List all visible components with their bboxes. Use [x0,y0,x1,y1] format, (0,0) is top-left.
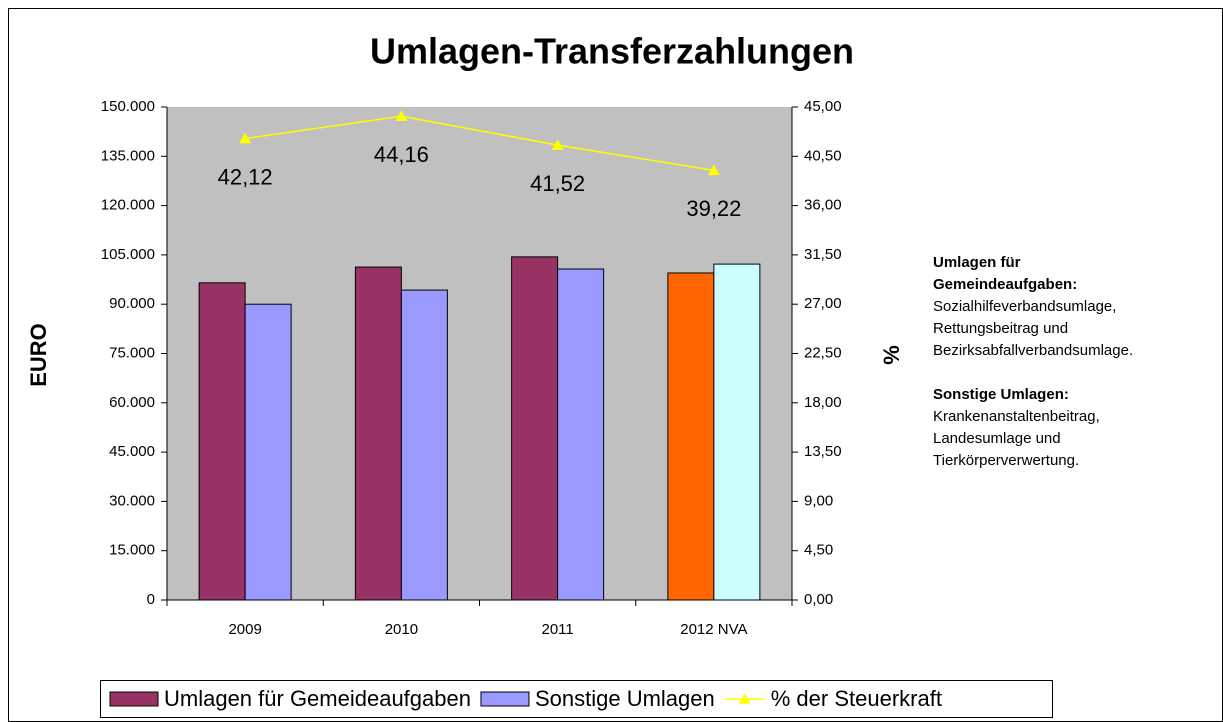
legend-label: % der Steuerkraft [771,686,942,711]
annotation-text: Sozialhilfeverbandsumlage, [933,298,1116,315]
legend-marker [738,693,751,704]
y-tick-label: 60.000 [109,394,155,411]
line-marker [239,132,252,144]
annotation-title: Gemeindeaufgaben: [933,276,1077,293]
x-tick-label: 2009 [228,621,261,638]
y2-tick-label: 4,50 [804,542,833,559]
legend-swatch [480,691,530,707]
y-tick-label: 135.000 [101,147,155,164]
legend-swatch [109,691,159,707]
x-tick-label: 2010 [385,621,418,638]
y2-axis-label: % [879,345,904,365]
line-marker [395,110,408,122]
bar [511,256,559,601]
data-label: 39,22 [686,196,741,221]
annotation-title: Umlagen für [933,254,1021,271]
y2-tick-label: 45,00 [804,98,842,115]
y-tick-label: 15.000 [109,542,155,559]
y-tick-label: 0 [147,591,155,608]
data-label: 44,16 [374,142,429,167]
y2-tick-label: 36,00 [804,197,842,214]
bar [713,263,761,601]
annotation-text: Rettungsbeitrag und [933,320,1068,337]
y2-tick-label: 27,00 [804,295,842,312]
bar [667,272,715,601]
x-tick-label: 2011 [541,621,573,638]
y2-tick-label: 31,50 [804,246,842,263]
y-tick-label: 150.000 [101,98,155,115]
legend-box [100,680,1053,718]
annotation-text: Bezirksabfallverbandsumlage. [933,342,1133,359]
annotation-title: Sonstige Umlagen: [933,386,1069,403]
y-tick-label: 30.000 [109,492,155,509]
legend-label: Umlagen für Gemeideaufgaben [164,686,471,711]
y-tick-label: 120.000 [101,197,155,214]
data-label: 41,52 [530,171,585,196]
y2-tick-label: 9,00 [804,492,833,509]
y-tick-label: 75.000 [109,344,155,361]
legend: Umlagen für Gemeideaufgaben Sonstige Umla… [100,680,1053,718]
y-tick-label: 105.000 [101,246,155,263]
chart-title: Umlagen-Transferzahlungen [370,31,854,72]
annotation-text: Tierkörperverwertung. [933,452,1079,469]
y2-tick-label: 18,00 [804,394,842,411]
annotation-text: Krankenanstaltenbeitrag, [933,408,1100,425]
y2-tick-label: 0,00 [804,591,833,608]
y2-tick-label: 13,50 [804,443,842,460]
line-series [245,115,714,172]
y2-tick-label: 40,50 [804,147,842,164]
y-axis-label: EURO [26,323,51,387]
annotation-text: Landesumlage und [933,430,1061,447]
line-marker [551,139,564,150]
legend-label: Sonstige Umlagen [535,686,715,711]
x-tick-label: 2012 NVA [680,621,747,638]
bar [244,303,292,601]
bar [198,282,246,601]
bar [557,268,605,601]
y2-tick-label: 22,50 [804,344,842,361]
y-tick-label: 45.000 [109,443,155,460]
bar [354,266,402,601]
bar [400,289,448,601]
data-label: 42,12 [218,164,273,189]
y-tick-label: 90.000 [109,295,155,312]
line-marker [707,164,720,176]
